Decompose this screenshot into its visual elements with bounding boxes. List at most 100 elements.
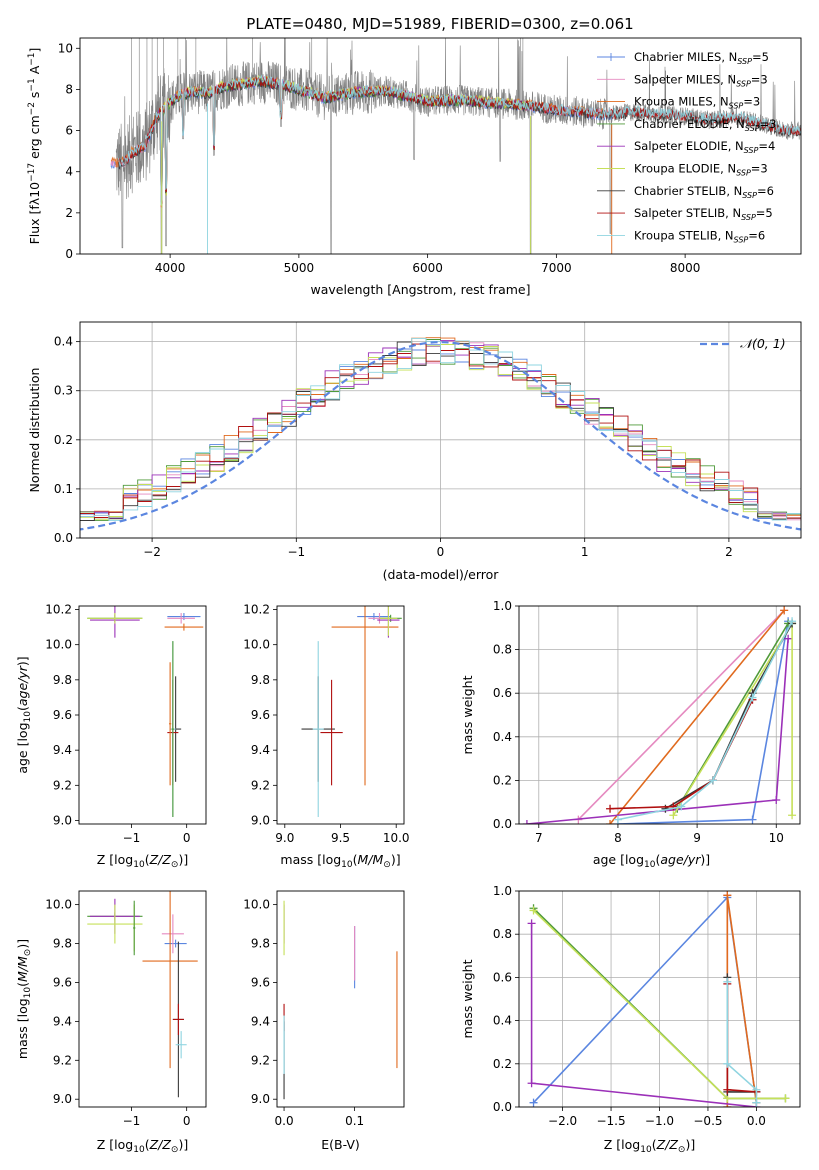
x-tick-label: 4000 bbox=[155, 261, 186, 275]
legend-text: Salpeter MILES, N bbox=[634, 72, 736, 86]
x-axis-label: Z [log10(Z/Z⊙)] bbox=[97, 852, 188, 870]
y-axis-label: age [log10(age/yr)] bbox=[15, 656, 33, 773]
label-part: )] bbox=[700, 852, 710, 867]
label-part: −1 bbox=[27, 52, 37, 65]
legend-subscript: SSP bbox=[745, 124, 760, 133]
data-point-salpeter-miles bbox=[167, 613, 195, 624]
x-tick-label: 0.0 bbox=[747, 1114, 766, 1128]
label-part: A bbox=[27, 65, 42, 78]
label-part: s bbox=[27, 92, 42, 103]
legend-tail: =6 bbox=[757, 184, 774, 198]
x-tick-label: 8000 bbox=[670, 261, 701, 275]
axes-frame bbox=[78, 605, 207, 825]
y-tick-label: 9.8 bbox=[251, 673, 270, 687]
series-marker-salpeter-elodie bbox=[784, 634, 793, 643]
y-tick-label: 9.8 bbox=[251, 937, 270, 951]
axes-frame bbox=[518, 605, 801, 825]
series-marker-kroupa-elodie bbox=[781, 1094, 790, 1103]
y-tick-label: 0.3 bbox=[54, 384, 73, 398]
panel-mass-weight-vs-Z: −2.0 −1.5 −1.0 −0.5 0.0 0.0 0.2 0.4 0.6 0.8 1.0 mas… bbox=[460, 884, 801, 1155]
y-tick-label: 0.4 bbox=[493, 1014, 512, 1028]
model-spectrum-kroupa-stelib bbox=[118, 74, 801, 206]
legend-text: Salpeter STELIB, N bbox=[634, 206, 741, 220]
y-tick-label: 0.4 bbox=[54, 335, 73, 349]
label-part: ⊙ bbox=[171, 860, 179, 870]
label-part: ( bbox=[652, 1137, 657, 1152]
y-axis-label: Normed distribution bbox=[27, 368, 42, 493]
legend-label-normal: 𝒩(0, 1) bbox=[740, 336, 786, 351]
x-axis-label: Z [log10(Z/Z⊙)] bbox=[604, 1137, 695, 1155]
legend-tail: =3 bbox=[751, 72, 768, 86]
y-tick-label: 9.0 bbox=[251, 1092, 270, 1106]
legend-subscript: SSP bbox=[734, 235, 749, 244]
x-tick-label: −1 bbox=[123, 1114, 141, 1128]
x-axis-label: (data-model)/error bbox=[383, 567, 500, 582]
label-part: age [log bbox=[15, 722, 30, 773]
legend-tail: =5 bbox=[756, 206, 773, 220]
label-part: ( bbox=[15, 982, 30, 987]
y-tick-label: 10.2 bbox=[243, 603, 270, 617]
y-tick-label: 6 bbox=[65, 124, 73, 138]
x-tick-label: 9 bbox=[693, 831, 701, 845]
y-tick-label: 0.2 bbox=[493, 773, 512, 787]
legend-text: Salpeter ELODIE, N bbox=[634, 139, 744, 153]
series-marker-kroupa-miles bbox=[606, 820, 615, 824]
series-line-kroupa-miles bbox=[609, 609, 785, 824]
legend-label-chabrier-miles: Chabrier MILES, NSSP=5 bbox=[634, 50, 769, 66]
x-axis-label: mass [log10(M/M⊙)] bbox=[280, 852, 400, 870]
series-marker-kroupa-elodie bbox=[529, 906, 538, 915]
panel-ebv-vs-mass: 0.0 0.1 9.0 9.2 9.4 9.6 9.8 10.0 E(B-V) bbox=[243, 890, 405, 1152]
histogram-step-kroupa-stelib bbox=[80, 337, 801, 521]
label-part: λ bbox=[27, 197, 42, 205]
legend-tail: =3 bbox=[743, 95, 760, 109]
y-tick-label: 9.6 bbox=[53, 708, 72, 722]
y-tick-label: 9.0 bbox=[251, 813, 270, 827]
series-line-salpeter-miles bbox=[577, 609, 785, 821]
y-tick-label: 8 bbox=[65, 82, 73, 96]
x-tick-label: 0.1 bbox=[345, 1114, 364, 1128]
plot-area bbox=[87, 891, 198, 1098]
legend-tail: =5 bbox=[752, 50, 769, 64]
axes-frame bbox=[276, 890, 405, 1108]
series-marker-kroupa-elodie bbox=[788, 811, 797, 820]
x-tick-label: 0 bbox=[183, 831, 191, 845]
y-axis-label: mass [log10(M/M⊙)] bbox=[15, 939, 33, 1059]
series-marker-chabrier-miles bbox=[529, 1098, 538, 1107]
x-tick-label: 10 bbox=[769, 831, 784, 845]
series-marker-salpeter-elodie bbox=[522, 820, 531, 824]
series-marker-kroupa-stelib bbox=[752, 1098, 761, 1107]
x-axis-label: E(B-V) bbox=[321, 1137, 360, 1152]
label-part: −17 bbox=[27, 163, 37, 182]
panel-age-vs-Z: −1 09.09.29.49.69.810.010.2Z [log10(Z/Z⊙)… bbox=[15, 603, 207, 870]
label-part: −1 bbox=[27, 78, 37, 91]
y-axis-label: mass weight bbox=[460, 675, 475, 754]
label-part: ] bbox=[27, 48, 42, 53]
x-tick-label: −1 bbox=[123, 831, 141, 845]
series-marker-kroupa-stelib bbox=[613, 815, 622, 824]
label-part: )] bbox=[15, 656, 30, 666]
y-tick-label: 1.0 bbox=[493, 599, 512, 613]
series-line-kroupa-stelib bbox=[726, 981, 758, 1103]
legend-subscript: SSP bbox=[742, 191, 757, 200]
legend-subscript: SSP bbox=[729, 102, 744, 111]
data-point-chabrier-miles bbox=[167, 613, 201, 621]
label-part: mass [log bbox=[280, 852, 341, 867]
y-tick-label: 1.0 bbox=[493, 884, 512, 898]
panel-mass-vs-Z: −1 09.09.29.49.69.810.0Z [log10(Z/Z⊙)]mas… bbox=[15, 890, 207, 1155]
plot-area bbox=[283, 900, 398, 1100]
series-marker-salpeter-stelib bbox=[606, 804, 615, 813]
x-tick-label: 7 bbox=[535, 831, 543, 845]
label-part: Z/Z bbox=[656, 1137, 679, 1152]
legend-label-kroupa-elodie: Kroupa ELODIE, NSSP=3 bbox=[634, 162, 768, 178]
series-marker-salpeter-stelib bbox=[669, 802, 678, 811]
legend-subscript: SSP bbox=[737, 57, 752, 66]
label-part: ⊙ bbox=[678, 1145, 686, 1155]
label-part: Flux [f bbox=[27, 205, 42, 245]
x-tick-label: 2 bbox=[725, 545, 733, 559]
series-marker-kroupa-stelib bbox=[723, 1059, 732, 1068]
legend-tail: =4 bbox=[758, 139, 775, 153]
x-tick-label: −2.0 bbox=[548, 1114, 577, 1128]
y-tick-label: 10.0 bbox=[243, 898, 270, 912]
y-tick-label: 0.0 bbox=[493, 1100, 512, 1114]
